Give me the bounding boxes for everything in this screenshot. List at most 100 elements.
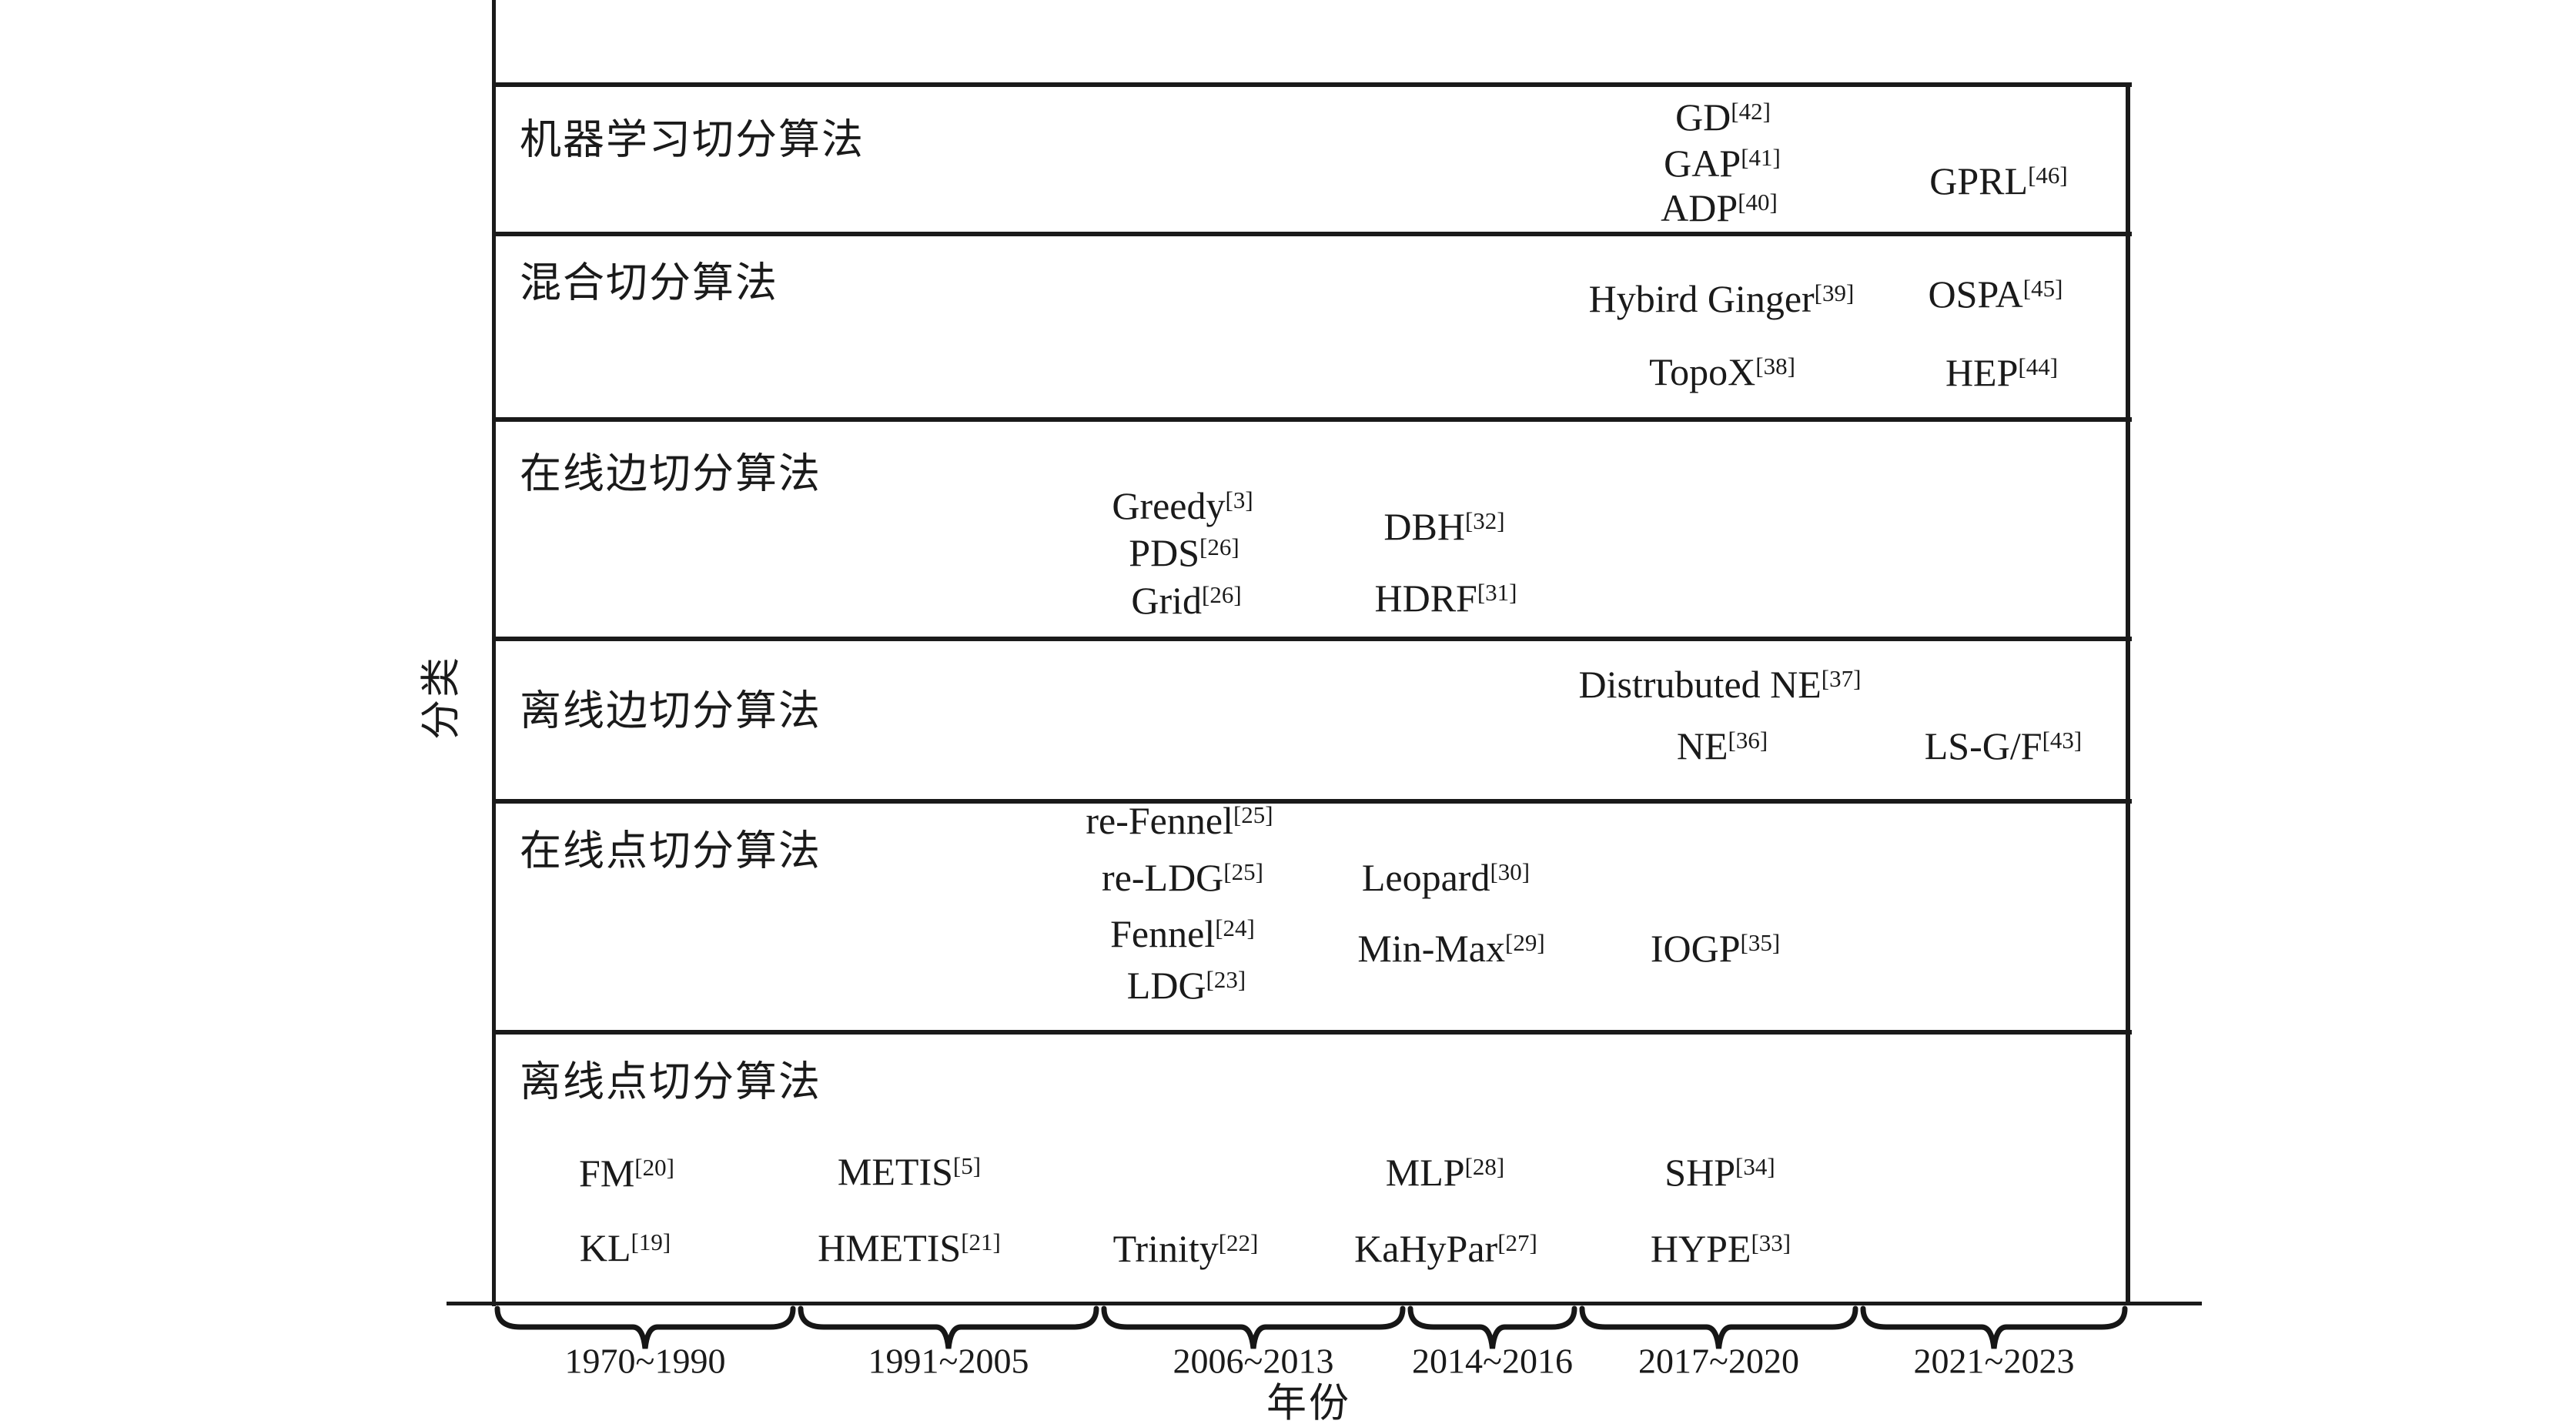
- period-brace: [1101, 1305, 1406, 1349]
- algorithm-reference: [39]: [1814, 279, 1855, 307]
- category-label: 机器学习切分算法: [520, 116, 865, 163]
- period-brace: [798, 1305, 1099, 1349]
- year-range-label: 1991~2005: [868, 1341, 1029, 1381]
- period-brace: [1860, 1305, 2128, 1349]
- algorithm-name: HDRF: [1374, 577, 1477, 620]
- algorithm-entry: HEP[44]: [1945, 353, 2058, 392]
- algorithm-reference: [22]: [1218, 1229, 1259, 1257]
- algorithm-name: KaHyPar: [1354, 1227, 1498, 1270]
- algorithm-reference: [42]: [1731, 98, 1771, 125]
- algorithm-entry: DBH[32]: [1383, 507, 1504, 546]
- algorithm-entry: OSPA[45]: [1929, 275, 2063, 313]
- algorithm-entry: ADP[40]: [1661, 189, 1778, 227]
- algorithm-entry: LDG[23]: [1127, 966, 1246, 1004]
- algorithm-reference: [33]: [1751, 1229, 1791, 1257]
- algorithm-name: NE: [1676, 724, 1728, 767]
- algorithm-reference: [27]: [1497, 1229, 1537, 1257]
- algorithm-name: Fennel: [1110, 912, 1216, 955]
- algorithm-entry: PDS[26]: [1129, 533, 1239, 572]
- algorithm-name: SHP: [1664, 1151, 1736, 1194]
- algorithm-name: PDS: [1129, 531, 1200, 574]
- algorithm-name: Hybird Ginger: [1588, 277, 1815, 320]
- algorithm-reference: [21]: [961, 1228, 1001, 1256]
- algorithm-reference: [3]: [1225, 486, 1253, 514]
- algorithm-reference: [41]: [1741, 144, 1781, 172]
- algorithm-entry: NE[36]: [1677, 727, 1768, 765]
- algorithm-entry: Grid[26]: [1131, 581, 1241, 620]
- table-row-border: [493, 637, 2132, 641]
- algorithm-name: Grid: [1131, 579, 1202, 622]
- algorithm-reference: [19]: [631, 1228, 671, 1256]
- year-range-label: 1970~1990: [564, 1341, 726, 1381]
- algorithm-entry: re-LDG[25]: [1102, 858, 1263, 897]
- category-label: 混合切分算法: [520, 259, 778, 306]
- algorithm-name: TopoX: [1649, 350, 1756, 393]
- algorithm-reference: [28]: [1464, 1153, 1505, 1181]
- algorithm-entry: HYPE[33]: [1651, 1229, 1791, 1268]
- algorithm-entry: SHP[34]: [1664, 1153, 1775, 1192]
- table-row-border: [493, 417, 2132, 422]
- algorithm-name: ADP: [1661, 186, 1738, 229]
- algorithm-name: Distrubuted NE: [1578, 663, 1822, 706]
- table-row-border: [493, 232, 2132, 236]
- period-brace: [1579, 1305, 1858, 1349]
- algorithm-entry: HDRF[31]: [1374, 579, 1517, 617]
- algorithm-entry: Greedy[3]: [1112, 486, 1253, 525]
- period-brace: [494, 1305, 796, 1349]
- algorithm-entry: GD[42]: [1675, 98, 1771, 136]
- algorithm-name: OSPA: [1928, 272, 2023, 316]
- algorithm-entry: KL[19]: [580, 1228, 671, 1267]
- algorithm-name: HMETIS: [818, 1226, 962, 1269]
- algorithm-reference: [30]: [1490, 858, 1531, 886]
- table-row-border: [493, 799, 2132, 804]
- period-brace: [1407, 1305, 1577, 1349]
- algorithm-entry: HMETIS[21]: [818, 1228, 1001, 1267]
- table-row-border: [493, 82, 2132, 87]
- algorithm-reference: [24]: [1215, 914, 1255, 942]
- category-label: 离线边切分算法: [520, 687, 821, 734]
- category-label: 在线点切分算法: [520, 827, 821, 874]
- algorithm-entry: Trinity[22]: [1113, 1229, 1259, 1268]
- algorithm-name: GPRL: [1929, 159, 2029, 202]
- algorithm-reference: [5]: [952, 1152, 982, 1180]
- algorithm-name: METIS: [837, 1150, 953, 1193]
- x-axis-line: [447, 1302, 2202, 1305]
- algorithm-entry: TopoX[38]: [1649, 353, 1795, 391]
- algorithm-entry: Distrubuted NE[37]: [1579, 665, 1862, 704]
- algorithm-reference: [26]: [1202, 581, 1242, 609]
- algorithm-reference: [25]: [1233, 801, 1273, 829]
- y-axis-title: 分类: [420, 654, 464, 740]
- year-range-label: 2021~2023: [1913, 1341, 2075, 1381]
- algorithm-name: MLP: [1385, 1151, 1465, 1194]
- algorithm-name: Trinity: [1112, 1227, 1219, 1270]
- year-range-label: 2006~2013: [1173, 1341, 1334, 1381]
- algorithm-name: HEP: [1945, 351, 2019, 394]
- algorithm-name: re-LDG: [1102, 856, 1224, 899]
- algorithm-entry: METIS[5]: [838, 1152, 981, 1191]
- algorithm-entry: IOGP[35]: [1651, 929, 1780, 968]
- category-label: 在线边切分算法: [520, 450, 821, 497]
- algorithm-reference: [37]: [1821, 665, 1862, 693]
- algorithm-entry: GAP[41]: [1664, 144, 1781, 182]
- algorithm-name: IOGP: [1650, 927, 1741, 970]
- algorithm-name: GAP: [1664, 142, 1741, 185]
- algorithm-entry: MLP[28]: [1386, 1153, 1504, 1192]
- algorithm-entry: Min-Max[29]: [1357, 929, 1544, 968]
- algorithm-entry: Leopard[30]: [1362, 858, 1530, 897]
- algorithm-name: DBH: [1383, 505, 1465, 548]
- algorithm-reference: [32]: [1464, 507, 1505, 535]
- algorithm-reference: [31]: [1477, 579, 1517, 607]
- algorithm-name: GD: [1675, 95, 1731, 139]
- algorithm-reference: [36]: [1728, 727, 1768, 754]
- algorithm-reference: [26]: [1199, 533, 1239, 561]
- table-row-border: [493, 1030, 2132, 1035]
- algorithm-reference: [29]: [1505, 929, 1545, 957]
- algorithm-reference: [25]: [1223, 858, 1263, 886]
- algorithm-reference: [23]: [1206, 966, 1246, 994]
- algorithm-name: FM: [579, 1152, 635, 1195]
- algorithm-name: Min-Max: [1357, 927, 1505, 970]
- algorithm-name: KL: [579, 1226, 631, 1269]
- algorithm-reference: [43]: [2042, 727, 2083, 754]
- algorithm-entry: Fennel[24]: [1110, 914, 1255, 953]
